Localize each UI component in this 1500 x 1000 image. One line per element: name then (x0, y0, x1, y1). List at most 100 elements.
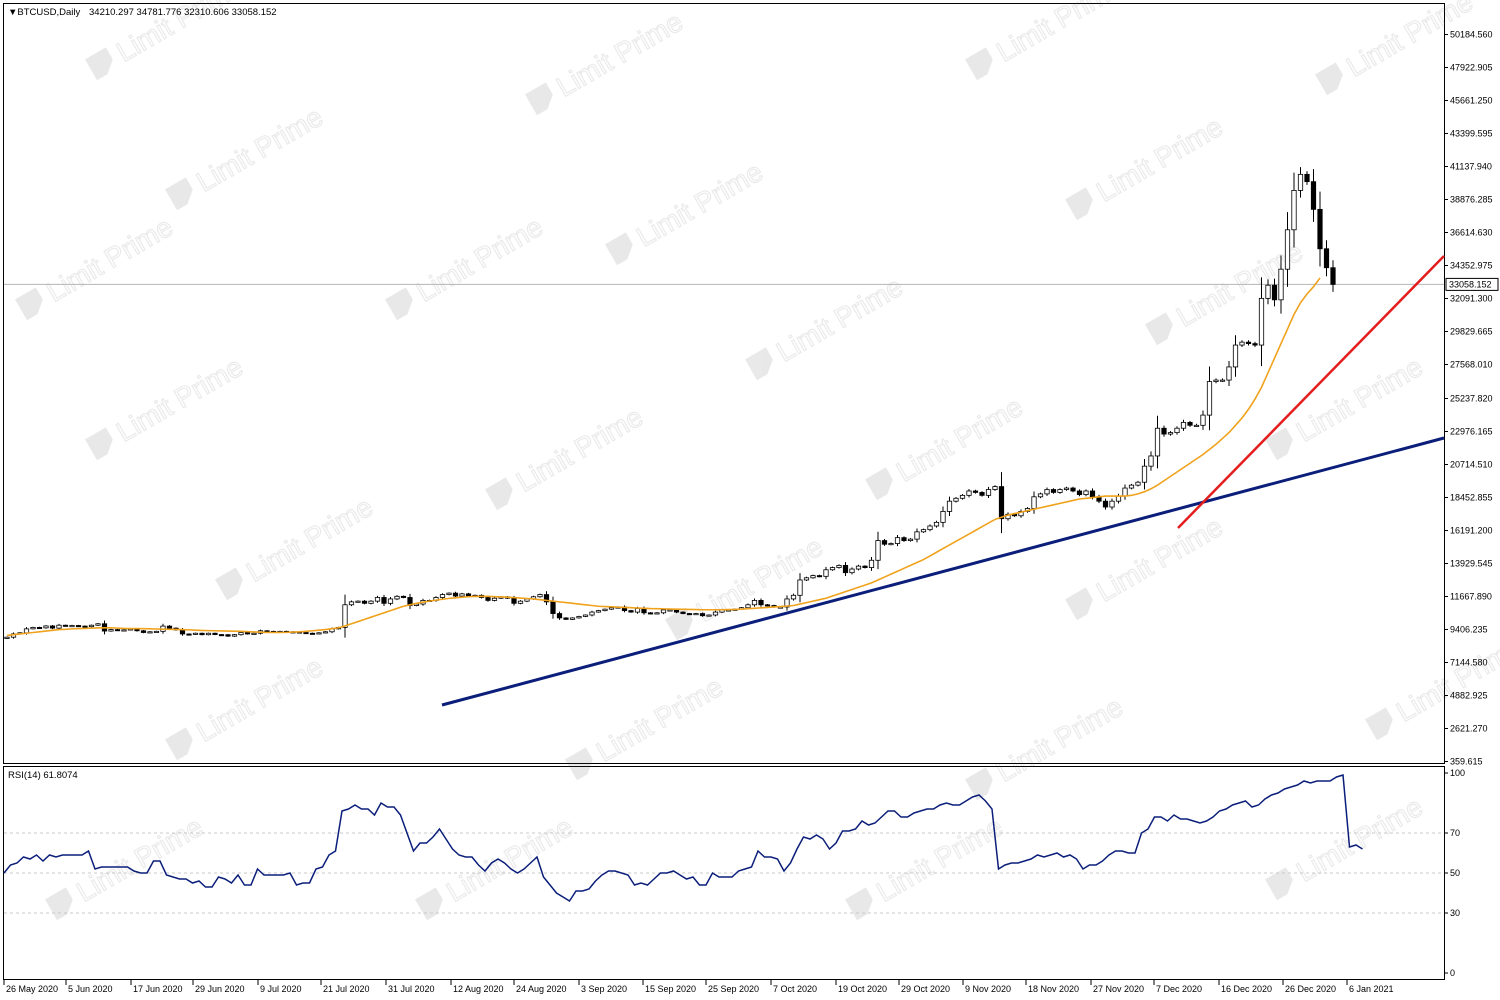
watermark-logo-icon (415, 887, 443, 921)
candle-body (901, 537, 907, 541)
candle-body (1076, 490, 1083, 496)
candle-body (1219, 379, 1226, 382)
candle (30, 626, 36, 630)
price-axis-label: 359.615 (1450, 757, 1483, 767)
candle (823, 566, 829, 580)
candle-body (576, 616, 582, 619)
candle-body (550, 601, 556, 614)
candle (309, 632, 316, 635)
candle (251, 632, 257, 635)
candle (69, 624, 75, 628)
candle-body (953, 497, 959, 502)
candle-body (342, 604, 348, 628)
candle (979, 491, 985, 497)
candle-body (1239, 341, 1245, 346)
candle (1232, 335, 1239, 377)
candle (387, 596, 394, 606)
watermark-logo-icon (525, 82, 553, 116)
candle-body (667, 609, 673, 612)
candle-body (1252, 343, 1258, 346)
candle-body (361, 600, 368, 604)
candle-body (1089, 490, 1096, 498)
watermark-logo-icon (165, 177, 193, 211)
price-axis-label: 50184.560 (1450, 30, 1493, 40)
rsi-axis-label: 0 (1450, 968, 1455, 978)
candle-body (790, 594, 797, 600)
price-axis-label: 34352.975 (1450, 261, 1493, 271)
candle-body (225, 634, 231, 637)
watermark-logo-icon (1065, 587, 1093, 621)
watermark-logo-icon (865, 467, 893, 501)
candle-body (829, 567, 836, 571)
candle (680, 611, 686, 615)
candle (225, 634, 231, 637)
candle (907, 538, 914, 542)
candle-body (1291, 189, 1297, 231)
candle (1271, 278, 1278, 307)
candle-body (589, 611, 595, 616)
price-axis-label: 47922.905 (1450, 63, 1493, 73)
candle-body (238, 632, 244, 636)
candle (855, 564, 862, 571)
candle-body (894, 537, 901, 544)
candle (1141, 458, 1148, 490)
candle (316, 632, 322, 635)
candle-body (1206, 381, 1213, 416)
candle-body (199, 632, 205, 636)
candle (75, 624, 82, 628)
candle (88, 624, 95, 628)
candle (186, 633, 192, 636)
candle-body (511, 597, 517, 604)
candle (4, 636, 10, 640)
watermark-logo-icon (1265, 427, 1293, 461)
watermark-logo-icon (85, 427, 113, 461)
candle-body (927, 525, 933, 531)
candle-body (465, 593, 472, 597)
candle-body (1278, 268, 1284, 301)
candle-body (972, 490, 979, 493)
candle-body (1258, 297, 1265, 346)
candle-body (537, 594, 543, 598)
candle (842, 562, 849, 576)
watermark-logo-icon (605, 232, 633, 266)
candle (108, 628, 114, 632)
candle-body (166, 625, 173, 629)
candle-body (1031, 496, 1037, 509)
candle-body (1102, 500, 1109, 508)
candle-body (1200, 414, 1206, 426)
rsi-axis-label: 50 (1450, 868, 1460, 878)
candle-body (446, 592, 452, 595)
symbol-timeframe: BTCUSD,Daily (17, 7, 80, 18)
current-price-tag (1445, 277, 1499, 291)
candle-body (608, 607, 615, 610)
candle (1284, 212, 1291, 287)
candle (946, 496, 953, 516)
price-axis-label: 11667.890 (1450, 592, 1492, 602)
candle (1154, 415, 1161, 469)
candle-body (231, 634, 238, 637)
candle (517, 600, 524, 605)
candle (1148, 451, 1154, 471)
candle-body (693, 613, 699, 616)
ohlc-values: 34210.297 34781.776 32310.606 33058.152 (89, 7, 277, 18)
candle (693, 612, 699, 616)
candle (114, 628, 121, 632)
candle (361, 600, 368, 605)
watermark-logo-icon (1265, 867, 1293, 901)
candle (998, 472, 1005, 534)
candle (816, 574, 823, 578)
candle (1310, 169, 1317, 222)
time-axis-label: 7 Dec 2020 (1156, 984, 1202, 994)
watermark-logo-icon (565, 747, 593, 781)
candlesticks (4, 167, 1336, 640)
price-axis-label: 7144.580 (1450, 658, 1488, 668)
candle (95, 623, 101, 626)
candle (459, 592, 465, 598)
candle-body (147, 631, 153, 634)
candle-body (36, 627, 43, 630)
candle-body (95, 623, 101, 626)
price-axis: 359.615 2621.270 4882.925 7144.580 9406.235 1… (1444, 30, 1493, 767)
candle (576, 615, 582, 619)
time-axis-label: 3 Sep 2020 (581, 984, 627, 994)
candle (452, 591, 459, 598)
